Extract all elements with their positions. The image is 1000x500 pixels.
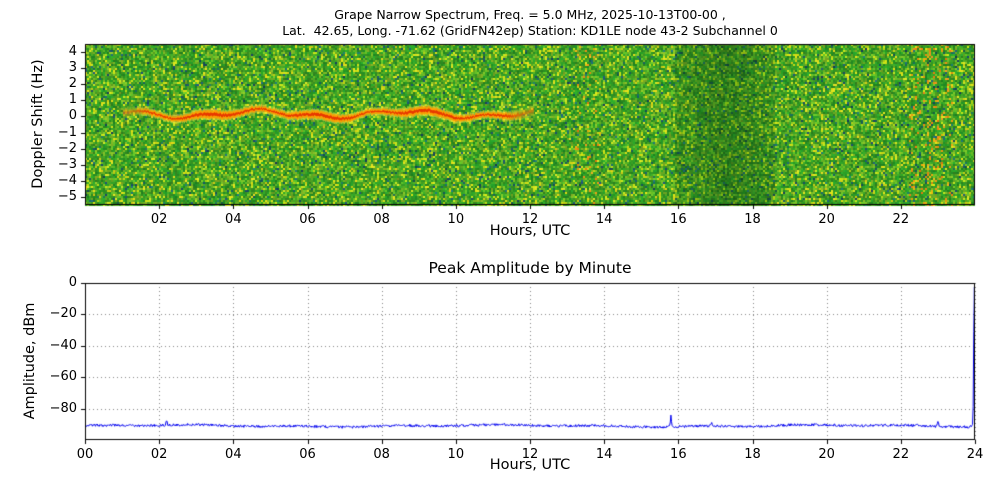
y-tick-label: 2 [68,76,77,92]
x-tick-label: 20 [818,212,835,227]
x-tick-label: 18 [744,212,761,227]
x-tick-label: 12 [521,447,539,462]
y-tick-label: −60 [49,369,77,385]
y-tick-label: −20 [49,306,77,322]
y-tick-label: −5 [57,188,77,204]
x-tick-label: 02 [150,212,168,227]
amplitude-x-axis-label: Hours, UTC [489,457,571,473]
y-tick-label: −3 [57,156,77,172]
x-tick-label: 06 [299,447,316,462]
x-tick-label: 10 [447,447,465,462]
y-tick-label: 3 [68,60,77,76]
y-tick-label: −4 [57,172,77,188]
y-tick-label: 1 [68,92,77,108]
x-tick-label: 12 [521,212,539,227]
y-tick-label: −80 [49,400,77,416]
y-tick-label: −1 [57,124,77,140]
spectrogram-x-axis-label: Hours, UTC [489,223,571,239]
amplitude-title: Peak Amplitude by Minute [428,259,632,277]
y-tick-label: −40 [49,337,77,353]
x-tick-label: 04 [225,447,242,462]
x-tick-label: 14 [595,447,613,462]
x-tick-label: 16 [670,212,687,227]
x-tick-label: 24 [966,447,984,462]
y-tick-label: −2 [57,140,77,156]
x-tick-label: 22 [892,212,910,227]
spectrogram-title-line2: Lat. 42.65, Long. -71.62 (GridFN42ep) St… [282,23,778,38]
x-tick-label: 02 [150,447,168,462]
amplitude-y-axis-label: Amplitude, dBm [22,302,38,420]
x-tick-label: 14 [595,212,613,227]
x-tick-label: 06 [299,212,316,227]
x-tick-label: 20 [818,447,835,462]
x-tick-label: 08 [373,447,390,462]
y-tick-label: 0 [68,275,77,290]
spectrogram-title-line1: Grape Narrow Spectrum, Freq. = 5.0 MHz, … [334,7,726,22]
x-tick-label: 16 [670,447,687,462]
x-tick-label: 04 [225,212,242,227]
y-tick-label: 4 [68,44,77,60]
x-tick-label: 10 [447,212,465,227]
y-tick-label: 0 [68,108,77,124]
x-tick-label: 18 [744,447,761,462]
x-tick-label: 00 [76,447,94,462]
x-tick-label: 08 [373,212,390,227]
x-tick-label: 22 [892,447,910,462]
